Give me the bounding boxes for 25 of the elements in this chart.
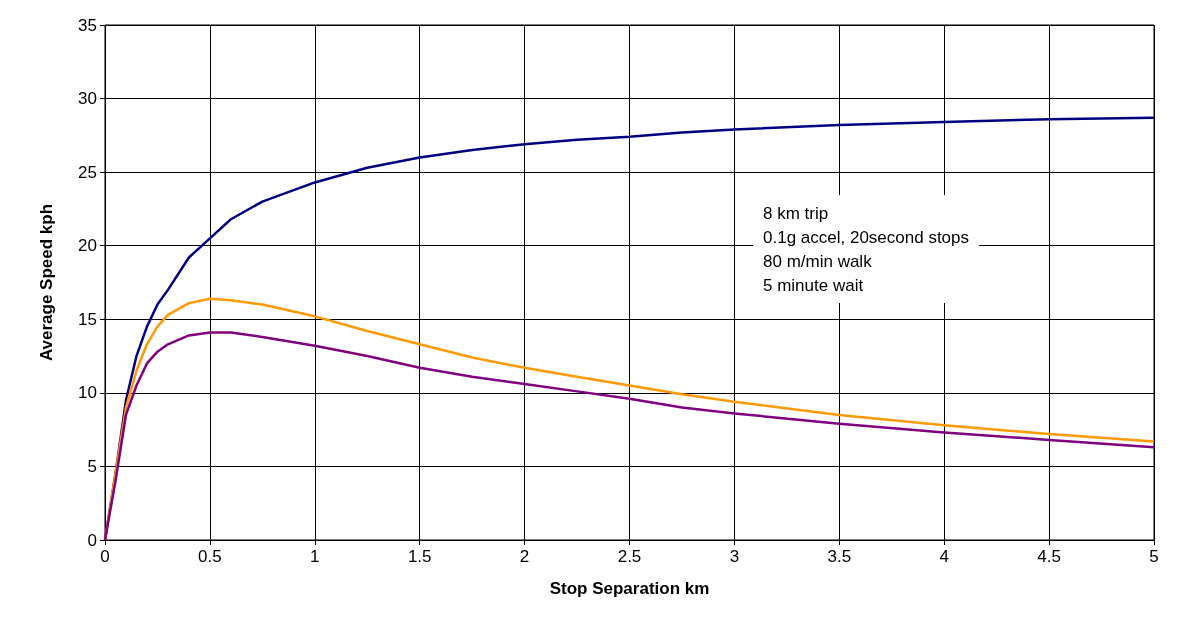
x-tick-label: 2.5 bbox=[617, 547, 642, 566]
y-tick-label: 25 bbox=[78, 162, 97, 182]
annotation: 8 km trip bbox=[763, 203, 829, 223]
x-tick-label: 1.5 bbox=[407, 547, 432, 566]
y-tick-label: 30 bbox=[78, 89, 97, 109]
x-tick-label: 1 bbox=[310, 547, 320, 566]
x-tick-label: 4 bbox=[939, 547, 949, 566]
x-tick-label: 4.5 bbox=[1037, 547, 1061, 566]
x-tick-label: 0.5 bbox=[198, 547, 222, 566]
y-tick-label: 10 bbox=[78, 383, 97, 403]
y-tick-label: 20 bbox=[78, 236, 97, 256]
x-tick-label: 2 bbox=[519, 547, 530, 566]
y-axis-title: Average Speed kph bbox=[37, 203, 56, 362]
x-tick-label: 3 bbox=[729, 547, 740, 566]
y-tick-label: 15 bbox=[78, 309, 97, 329]
x-tick-label: 0 bbox=[100, 547, 110, 566]
annotation: 5 minute wait bbox=[763, 275, 864, 295]
annotation: 0.1g accel, 20second stops bbox=[763, 227, 970, 247]
y-tick-label: 0 bbox=[87, 530, 97, 550]
y-tick-label: 5 bbox=[87, 456, 97, 476]
annotation: 80 m/min walk bbox=[763, 251, 873, 271]
x-tick-label: 5 bbox=[1149, 547, 1159, 566]
x-axis-title: Stop Separation km bbox=[549, 579, 710, 598]
x-tick-label: 3.5 bbox=[827, 547, 852, 566]
y-tick-label: 35 bbox=[78, 15, 97, 35]
